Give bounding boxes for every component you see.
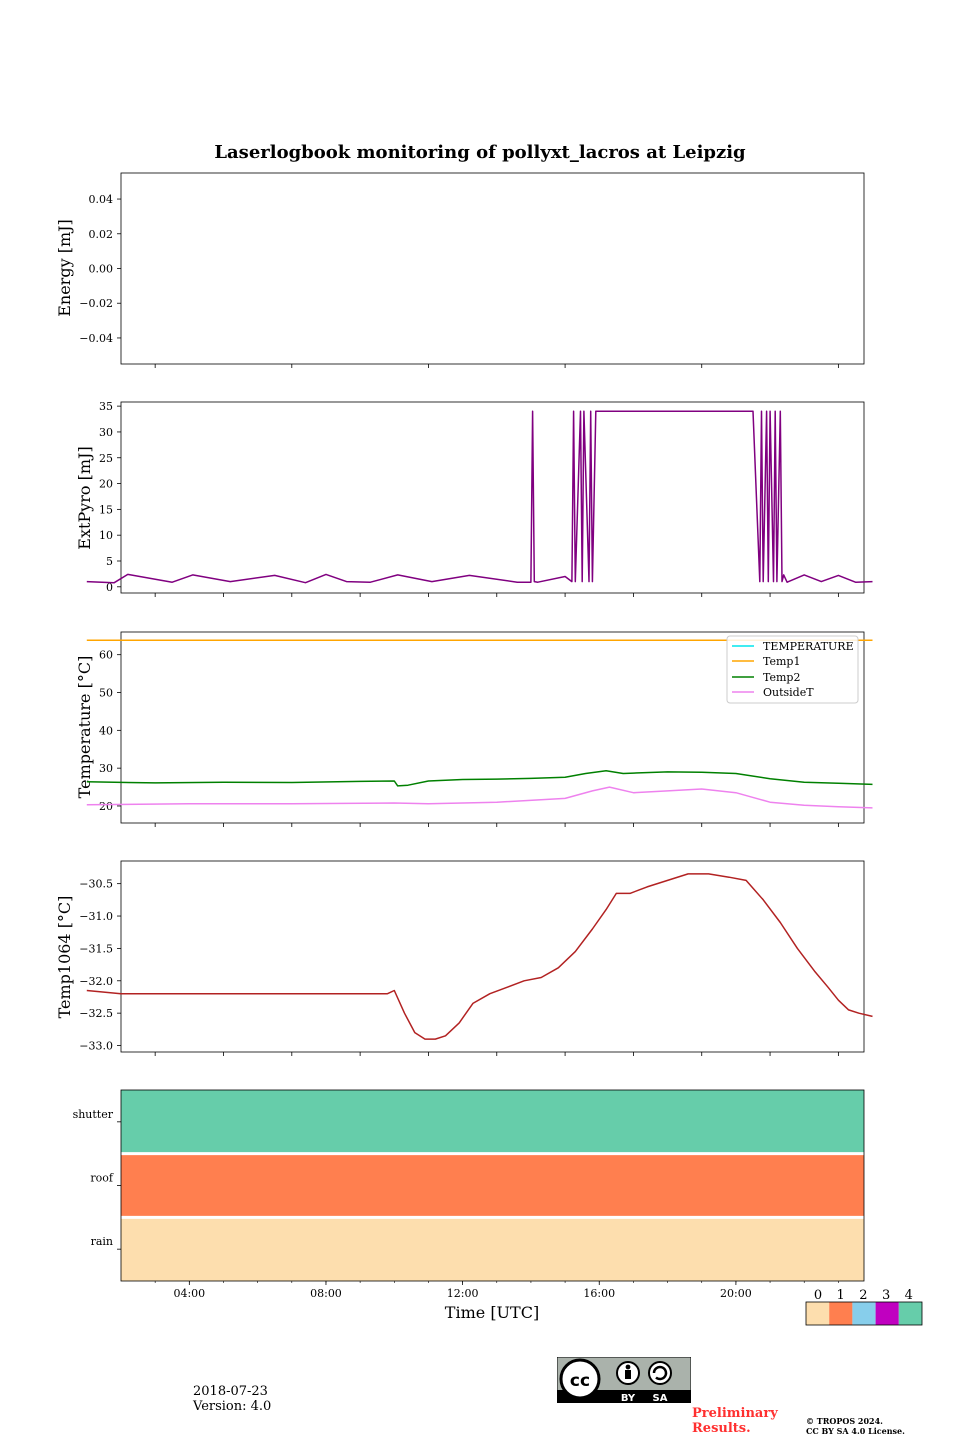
y-tick-label: 20 xyxy=(99,478,113,491)
y-tick-label: −0.02 xyxy=(79,297,113,310)
temperature-ylabel: Temperature [°C] xyxy=(75,656,94,799)
y-tick-label: −32.0 xyxy=(79,975,113,988)
copyright-line-1: © TROPOS 2024. xyxy=(806,1416,883,1426)
copyright-note: © TROPOS 2024. CC BY SA 4.0 License. xyxy=(806,1416,905,1436)
legend-label-temp1: Temp1 xyxy=(763,655,800,668)
cc-by-sa-badge: cc BY SA xyxy=(556,1356,692,1404)
legend-box xyxy=(726,635,859,704)
y-tick-label: −0.04 xyxy=(79,332,113,345)
legend-label-temperature: TEMPERATURE xyxy=(763,640,854,653)
y-tick-label: 30 xyxy=(99,762,113,775)
colorbar-swatch-0 xyxy=(806,1302,830,1325)
y-tick-label: 5 xyxy=(106,555,113,568)
energy-axes xyxy=(120,172,865,365)
y-tick-label: −31.5 xyxy=(79,942,113,955)
colorbar-swatch-4 xyxy=(898,1302,922,1325)
y-tick-label: −33.0 xyxy=(79,1040,113,1053)
y-tick-label: 30 xyxy=(99,426,113,439)
colorbar-swatch-1 xyxy=(829,1302,853,1325)
colorbar-tick-label: 1 xyxy=(837,1288,845,1303)
y-tick-label: 25 xyxy=(99,452,113,465)
time-xlabel: Time [UTC] xyxy=(445,1303,539,1322)
legend-label-temp2: Temp2 xyxy=(763,671,800,684)
colorbar-tick-label: 3 xyxy=(882,1288,890,1303)
y-tick-label: 15 xyxy=(99,503,113,516)
cc-sa-label: SA xyxy=(653,1393,668,1403)
energy-ylabel: Energy [mJ] xyxy=(55,219,74,317)
status-row-label: rain xyxy=(91,1235,113,1248)
x-tick-label: 12:00 xyxy=(447,1287,479,1300)
status-row-rain xyxy=(121,1217,864,1281)
version-label: Version: 4.0 xyxy=(193,1399,272,1414)
y-tick-label: 20 xyxy=(99,800,113,813)
colorbar-tick-label: 4 xyxy=(905,1288,913,1303)
status-panel: Time [UTC] shutter roof rain 04:00 08:00 12:0… xyxy=(73,1089,865,1322)
y-tick-label: 0 xyxy=(106,581,113,594)
status-row-label: shutter xyxy=(73,1108,114,1121)
y-tick-label: 0.02 xyxy=(89,228,114,241)
x-tick-label: 16:00 xyxy=(583,1287,615,1300)
temperature-axes xyxy=(120,631,865,824)
copyright-line-2: CC BY SA 4.0 License. xyxy=(806,1426,905,1436)
preliminary-line-2: Results. xyxy=(692,1421,751,1436)
colorbar-swatch-3 xyxy=(875,1302,899,1325)
status-row-shutter xyxy=(121,1090,864,1154)
preliminary-line-1: Preliminary xyxy=(692,1406,778,1421)
colorbar-swatch-2 xyxy=(852,1302,876,1325)
y-tick-label: 60 xyxy=(99,649,113,662)
y-tick-label: 40 xyxy=(99,724,113,737)
footer-info: 2018-07-23 Version: 4.0 xyxy=(193,1384,271,1414)
preliminary-note: Preliminary Results. xyxy=(692,1406,778,1436)
y-tick-label: −32.5 xyxy=(79,1007,113,1020)
y-tick-label: 0.04 xyxy=(89,193,114,206)
extpyro-ylabel: ExtPyro [mJ] xyxy=(75,446,94,549)
extpyro-axes xyxy=(120,401,865,594)
energy-panel: Energy [mJ] 0.04 0.02 0.00 −0.02 −0.04 xyxy=(55,172,865,368)
temperature-panel: Temperature [°C] 60 50 40 30 20 TEMPERATURE … xyxy=(75,631,873,827)
temp1064-panel: Temp1064 [°C] −30.5 −31.0 −31.5 −32.0 −32.5 −… xyxy=(55,860,873,1056)
colorbar-tick-label: 2 xyxy=(859,1288,867,1303)
y-tick-label: 35 xyxy=(99,400,113,413)
temp1064-line xyxy=(86,873,873,1040)
x-tick-label: 20:00 xyxy=(720,1287,752,1300)
temp1064-axes xyxy=(120,860,865,1053)
y-tick-label: −31.0 xyxy=(79,910,113,923)
status-row-roof xyxy=(121,1153,864,1218)
x-tick-label: 04:00 xyxy=(173,1287,205,1300)
colorbar-frame xyxy=(805,1301,923,1326)
y-tick-label: −30.5 xyxy=(79,878,113,891)
temp1064-ylabel: Temp1064 [°C] xyxy=(55,896,74,1019)
legend-label-outsidet: OutsideT xyxy=(763,686,814,699)
status-row-label: roof xyxy=(90,1172,114,1185)
date-label: 2018-07-23 xyxy=(193,1384,268,1399)
status-axes xyxy=(120,1089,865,1282)
y-tick-label: 0.00 xyxy=(89,263,114,276)
outsidet-line xyxy=(86,786,873,809)
extpyro-line xyxy=(86,410,873,584)
x-tick-label: 08:00 xyxy=(310,1287,342,1300)
cc-by-label: BY xyxy=(621,1393,636,1403)
temperature-legend: TEMPERATURE Temp1 Temp2 OutsideT xyxy=(726,635,859,704)
y-tick-label: 10 xyxy=(99,529,113,542)
svg-text:cc: cc xyxy=(570,1371,590,1391)
chart-title: Laserlogbook monitoring of pollyxt_lacro… xyxy=(214,142,746,163)
y-tick-label: 50 xyxy=(99,687,113,700)
extpyro-panel: ExtPyro [mJ] 35 30 25 20 15 10 5 0 xyxy=(75,400,873,597)
temp2-line xyxy=(86,770,873,787)
colorbar-tick-label: 0 xyxy=(814,1288,822,1303)
